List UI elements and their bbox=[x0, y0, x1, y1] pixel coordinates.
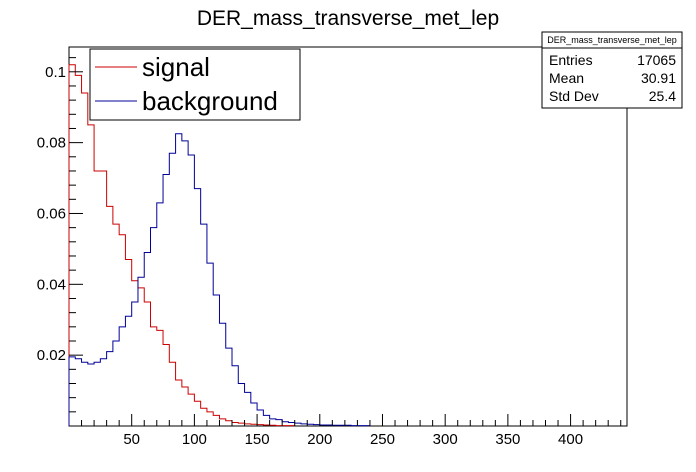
x-tick-label: 50 bbox=[123, 431, 140, 448]
x-tick-label: 100 bbox=[182, 431, 207, 448]
stats-title: DER_mass_transverse_met_lep bbox=[547, 35, 677, 45]
series-signal bbox=[68, 64, 296, 427]
y-tick-label: 0.06 bbox=[37, 205, 66, 222]
legend: signal background bbox=[89, 48, 301, 121]
y-tick-label: 0.04 bbox=[37, 276, 66, 293]
x-tick-label: 300 bbox=[433, 431, 458, 448]
stats-box-frame bbox=[541, 31, 683, 109]
x-tick-label: 250 bbox=[370, 431, 395, 448]
x-tick-label: 200 bbox=[307, 431, 332, 448]
legend-signal-label: signal bbox=[142, 52, 210, 82]
stats-mean-value: 30.91 bbox=[641, 70, 676, 86]
x-tick-label: 350 bbox=[495, 431, 520, 448]
legend-box bbox=[89, 48, 301, 121]
y-tick-label: 0.1 bbox=[45, 64, 66, 81]
legend-background-label: background bbox=[142, 86, 278, 116]
stats-box: DER_mass_transverse_met_lep Entries 1706… bbox=[541, 31, 683, 109]
stats-entries-value: 17065 bbox=[637, 52, 676, 68]
x-tick-label: 400 bbox=[558, 431, 583, 448]
x-tick-label: 150 bbox=[245, 431, 270, 448]
y-tick-label: 0.08 bbox=[37, 135, 66, 152]
series-background bbox=[68, 133, 371, 427]
stats-stddev-label: Std Dev bbox=[549, 88, 599, 104]
stats-mean-label: Mean bbox=[549, 70, 584, 86]
stats-stddev-value: 25.4 bbox=[649, 88, 676, 104]
axes: 50 100 150 200 250 300 350 400 0.02 0.04 0.06 0.08 0… bbox=[37, 57, 622, 448]
stats-entries-label: Entries bbox=[549, 52, 593, 68]
y-tick-label: 0.02 bbox=[37, 347, 66, 364]
chart-title: DER_mass_transverse_met_lep bbox=[197, 7, 499, 30]
